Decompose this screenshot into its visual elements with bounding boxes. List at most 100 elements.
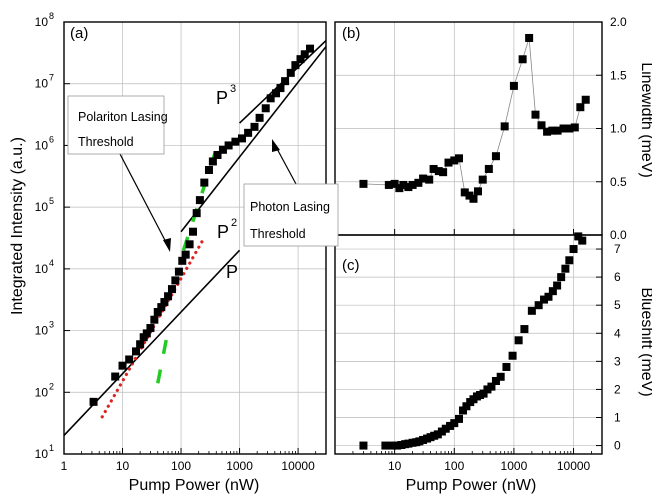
panel-a-y-tick-label: 10 (35, 200, 49, 214)
polariton-callout-line-2: Threshold (78, 135, 134, 149)
panel-a-data-point (255, 113, 264, 122)
panel-b-data-point (439, 168, 448, 177)
panel-a-y-tick-exponent: 6 (49, 134, 54, 144)
power-law-label-p2: P 2 (217, 217, 237, 242)
panel-a-x-tick-label: 1 (61, 459, 68, 473)
panel-c-data-point (450, 419, 459, 428)
panel-a-data-point (237, 134, 246, 143)
panel-c-data-point (544, 292, 553, 301)
photon-callout-line-1: Photon Lasing (250, 200, 330, 214)
panel-c-data-point (574, 232, 583, 241)
p1-label: P (226, 262, 238, 282)
panel-b-data-point (460, 188, 469, 197)
panel-c-data-point (502, 362, 511, 371)
panel-c-data-point (491, 377, 500, 385)
panel-c-x-tick-label: 10000 (557, 459, 591, 473)
panel-b-data-point (429, 164, 438, 173)
panel-c-data-point (446, 421, 455, 430)
panel-a-data-point (306, 44, 315, 53)
panel-a-y-tick-exponent: 2 (49, 381, 54, 391)
panel-b-data-point (518, 55, 527, 64)
panel-c-x-axis-title: Pump Power (nW) (406, 477, 537, 494)
panel-b-data-point (548, 126, 557, 135)
panel-b-data-point (450, 156, 459, 165)
panel-c-y-tick-label: 3 (614, 354, 621, 368)
panel-b-data-point (531, 110, 540, 119)
p3-exponent: 3 (230, 83, 236, 95)
panel-a-y-tick-exponent: 7 (49, 73, 54, 83)
panel-c-data-point (454, 414, 463, 423)
panel-b-data-point (384, 180, 393, 189)
panel-c-data-point (569, 245, 578, 254)
panel-c-data-point (534, 301, 543, 310)
panel-c-data-point (514, 336, 523, 345)
panel-b-data-point (425, 175, 434, 184)
panel-a-data-point (261, 104, 270, 113)
panel-b-data-point (484, 164, 493, 173)
panel-c-label: (c) (342, 257, 360, 274)
photon-callout-box (243, 183, 339, 247)
panel-a-y-tick-exponent: 5 (49, 196, 54, 206)
panel-a-guide-line (180, 46, 327, 233)
photon-arrow-head (272, 139, 280, 152)
panel-b-data-point (404, 183, 413, 192)
panel-b-data-point (553, 126, 562, 135)
panel-a-x-tick-label: 1000 (226, 459, 253, 473)
panel-b-data-point (444, 158, 453, 167)
panel-a-y-tick-label: 10 (35, 77, 49, 91)
polariton-callout-line-1: Polariton Lasing (78, 110, 168, 124)
panel-b-y-tick-label: 1.5 (610, 68, 627, 82)
panel-b-data-point (478, 175, 487, 184)
panel-a-data-point (188, 227, 197, 236)
panel-a-data-point (150, 315, 159, 324)
panel-b-y-axis-title: Linewidth (meV) (638, 62, 652, 178)
panel-b-label: (b) (342, 25, 360, 42)
panel-c-y-tick-label: 2 (614, 382, 621, 396)
panel-a-data-point (296, 55, 305, 64)
panel-a-data-point (200, 178, 209, 187)
panel-a-data-point (291, 61, 300, 70)
panel-c-blueshift-plot: 0 1 2 3 4 5 6 7 10 100 1000 10000 (334, 232, 621, 473)
panel-b-data-point (525, 33, 534, 42)
panel-a-data-point (192, 209, 201, 218)
panel-a-data-point (286, 68, 295, 77)
panel-c-data-point (387, 441, 396, 450)
panel-a-data-point (218, 145, 227, 154)
panel-a-x-tick-label: 100 (171, 459, 191, 473)
panel-a-data-point (204, 165, 213, 174)
panel-a-y-tick-label: 10 (35, 385, 49, 399)
panel-c-y-tick-label: 6 (614, 270, 621, 284)
panel-c-data-point (557, 273, 566, 282)
photon-callout-line-2: Threshold (250, 227, 306, 241)
panel-c-data-point (441, 424, 450, 433)
panel-c-data-point (561, 264, 570, 273)
panel-a-data-point (146, 324, 155, 333)
panel-a-y-tick-label: 10 (35, 138, 49, 152)
polariton-callout-box (67, 95, 165, 155)
panel-c-data-point (404, 439, 413, 448)
panel-b-data-point (500, 122, 509, 131)
panel-a-y-tick-label: 10 (35, 447, 49, 461)
panel-c-data-point (462, 402, 471, 411)
panel-c-data-point (527, 306, 536, 315)
panel-a-label: (a) (70, 25, 88, 42)
panel-a-x-tick-label: 10000 (281, 459, 315, 473)
panel-a-data-point (195, 196, 204, 205)
panel-c-x-tick-label: 100 (444, 459, 464, 473)
panel-a-x-axis-title: Pump Power (nW) (129, 477, 260, 494)
panel-a-data-point (111, 372, 120, 381)
panel-b-data-point (565, 124, 574, 133)
panel-b-data-point (434, 167, 443, 176)
panel-a-x-tick-label: 10 (116, 459, 130, 473)
panel-c-y-tick-label: 1 (614, 411, 621, 425)
panel-c-x-tick-label: 1000 (501, 459, 528, 473)
panel-c-x-tick-label: 10 (388, 459, 402, 473)
panel-a-data-point (178, 256, 187, 265)
panel-b-y-tick-label: 0.0 (610, 228, 627, 242)
panel-c-data-point (458, 406, 467, 415)
panel-b-y-tick-label: 2.0 (610, 15, 627, 29)
panel-c-data-point (381, 441, 390, 450)
panel-b-data-point (474, 187, 483, 196)
panel-b-data-point (537, 121, 546, 130)
